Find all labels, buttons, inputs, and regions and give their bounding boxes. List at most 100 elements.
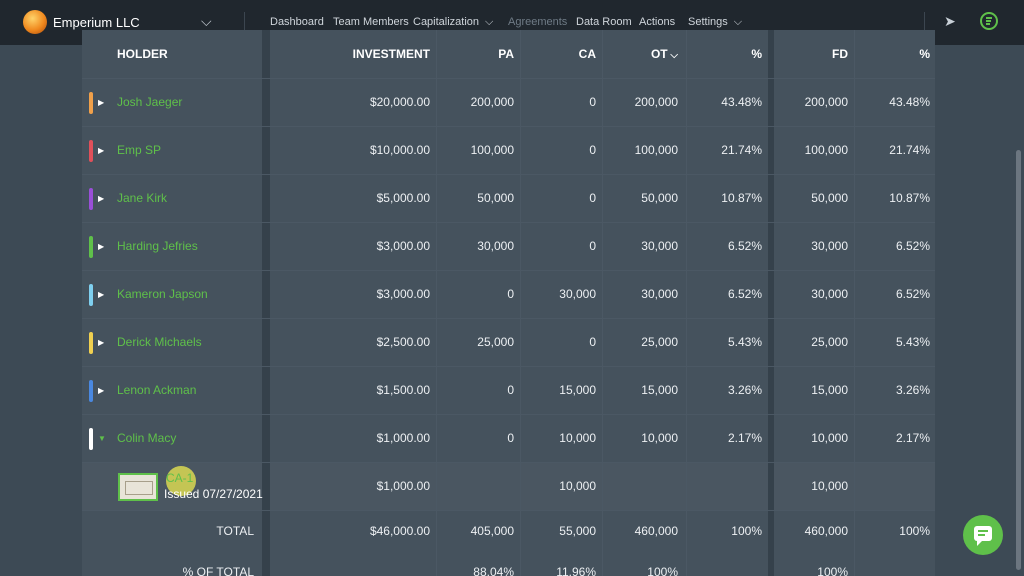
cell-fd: 100,000 — [804, 143, 848, 157]
nav-settings[interactable]: Settings ⌵ — [688, 16, 742, 29]
cell-pa: 200,000 — [470, 95, 514, 109]
cell-ca: 0 — [589, 95, 596, 109]
holder-row[interactable]: ▶ Emp SP $10,000.00 100,000 0 100,000 21.74% 10… — [82, 126, 935, 174]
chevron-down-icon: ⌵ — [485, 16, 494, 28]
cell-pct: 2.17% — [727, 431, 762, 445]
percent-of-total-row: % OF TOTAL 88.04% 11.96% 100% 100% — [82, 552, 935, 576]
column-divider — [602, 30, 603, 576]
percent-of-total-ca: 11.96% — [556, 565, 596, 576]
expand-icon[interactable]: ▶ — [98, 194, 105, 203]
cell-fd: 50,000 — [811, 191, 848, 205]
column-header-label: CA — [578, 47, 596, 61]
chevron-down-icon: ⌵ — [733, 16, 743, 28]
holder-name-link[interactable]: Derick Michaels — [117, 335, 202, 349]
cell-ca: 10,000 — [559, 479, 596, 493]
cell-fd: 10,000 — [811, 479, 848, 493]
cell-ot: 30,000 — [641, 287, 678, 301]
column-header-investment[interactable]: INVESTMENT — [353, 30, 430, 78]
column-gap — [768, 30, 774, 576]
column-header-ca[interactable]: CA — [579, 30, 596, 78]
expand-icon[interactable]: ▶ — [98, 290, 105, 299]
holder-row[interactable]: ▶ Kameron Japson $3,000.00 0 30,000 30,000 6.5… — [82, 270, 935, 318]
holder-name-link[interactable]: Jane Kirk — [117, 191, 168, 205]
chat-button[interactable] — [963, 515, 1003, 555]
column-header-label: OT — [650, 47, 668, 61]
holder-row[interactable]: ▼ Colin Macy $1,000.00 0 10,000 10,000 2.17% 10… — [82, 414, 935, 462]
cell-pct: 6.52% — [727, 287, 762, 301]
column-header-label: HOLDER — [117, 47, 168, 61]
nav-label: Capitalization — [413, 16, 480, 28]
holder-row[interactable]: ▶ Jane Kirk $5,000.00 50,000 0 50,000 10.87% 50… — [82, 174, 935, 222]
column-header-ot[interactable]: OT ⌵ — [651, 30, 678, 78]
cell-fd_pct: 43.48% — [889, 95, 930, 109]
cell-fd: 30,000 — [811, 239, 848, 253]
chevron-down-icon[interactable]: ⌵ — [201, 13, 212, 29]
percent-of-total-pa: 88.04% — [473, 565, 514, 576]
holder-row[interactable]: ▶ Josh Jaeger $20,000.00 200,000 0 200,000 43.… — [82, 78, 935, 126]
collapse-icon[interactable]: ▼ — [98, 434, 106, 443]
cell-pct: 3.26% — [727, 383, 762, 397]
company-name[interactable]: Emperium LLC — [53, 15, 140, 30]
nav-actions[interactable]: Actions — [639, 16, 675, 28]
nav-team-members[interactable]: Team Members — [333, 16, 409, 28]
percent-of-total-ot: 100% — [647, 565, 678, 576]
holder-name-link[interactable]: Lenon Ackman — [117, 383, 197, 397]
certificate-thumbnail[interactable] — [118, 473, 158, 501]
total-fd_pct: 100% — [899, 524, 930, 538]
company-logo[interactable] — [23, 10, 47, 34]
percent-of-total-label: % OF TOTAL — [182, 565, 254, 576]
expand-icon[interactable]: ▶ — [98, 146, 105, 155]
nav-capitalization[interactable]: Capitalization ⌵ — [413, 16, 493, 29]
expand-icon[interactable]: ▶ — [98, 242, 105, 251]
column-header-fd_pct[interactable]: % — [919, 30, 930, 78]
cell-fd: 25,000 — [811, 335, 848, 349]
total-pa: 405,000 — [470, 524, 514, 538]
nav-dashboard[interactable]: Dashboard — [270, 16, 324, 28]
cell-pa: 25,000 — [477, 335, 514, 349]
holder-name-link[interactable]: Josh Jaeger — [117, 95, 183, 109]
nav-label: Team Members — [333, 16, 409, 28]
holder-name-link[interactable]: Harding Jefries — [117, 239, 198, 253]
sort-chevron-icon[interactable]: ⌵ — [667, 50, 678, 61]
expand-icon[interactable]: ▶ — [98, 386, 105, 395]
holder-name-link[interactable]: Kameron Japson — [117, 287, 208, 301]
cell-investment: $1,000.00 — [376, 431, 430, 445]
total-ca: 55,000 — [559, 524, 596, 538]
scrollbar[interactable] — [1016, 150, 1021, 570]
status-circle-icon[interactable] — [980, 12, 998, 30]
column-divider — [854, 463, 855, 510]
cell-pa: 0 — [507, 383, 514, 397]
expand-icon[interactable]: ▶ — [98, 98, 105, 107]
column-divider — [686, 463, 687, 510]
column-header-pct[interactable]: % — [751, 30, 762, 78]
nav-label: Dashboard — [270, 16, 324, 28]
column-divider — [520, 463, 521, 510]
holder-name-link[interactable]: Emp SP — [117, 143, 162, 157]
holder-name-link[interactable]: Colin Macy — [117, 431, 177, 445]
nav-divider — [924, 12, 925, 34]
cell-investment: $5,000.00 — [376, 191, 430, 205]
column-header-fd[interactable]: FD — [832, 30, 848, 78]
column-header-holder[interactable]: HOLDER — [117, 30, 168, 78]
cell-ot: 30,000 — [641, 239, 678, 253]
nav-data-room[interactable]: Data Room — [576, 16, 632, 28]
cell-ca: 0 — [589, 191, 596, 205]
column-divider — [520, 30, 521, 576]
total-ot: 460,000 — [634, 524, 678, 538]
column-header-pa[interactable]: PA — [498, 30, 514, 78]
cell-fd: 200,000 — [804, 95, 848, 109]
cell-fd: 30,000 — [811, 287, 848, 301]
rocket-icon[interactable]: ➤ — [944, 13, 956, 29]
cell-investment: $2,500.00 — [376, 335, 430, 349]
holder-color-bar — [89, 284, 93, 306]
certificate-row[interactable]: CA-1 Issued 07/27/2021 $1,000.00 10,000 10,0… — [82, 462, 935, 510]
column-divider — [436, 463, 437, 510]
cell-fd: 10,000 — [811, 431, 848, 445]
cell-ot: 25,000 — [641, 335, 678, 349]
holder-row[interactable]: ▶ Harding Jefries $3,000.00 30,000 0 30,000 6.… — [82, 222, 935, 270]
nav-agreements[interactable]: Agreements — [508, 16, 567, 28]
holder-row[interactable]: ▶ Derick Michaels $2,500.00 25,000 0 25,000 5.… — [82, 318, 935, 366]
holder-row[interactable]: ▶ Lenon Ackman $1,500.00 0 15,000 15,000 3.26%… — [82, 366, 935, 414]
certificate-link[interactable]: CA-1 — [166, 471, 194, 485]
expand-icon[interactable]: ▶ — [98, 338, 105, 347]
